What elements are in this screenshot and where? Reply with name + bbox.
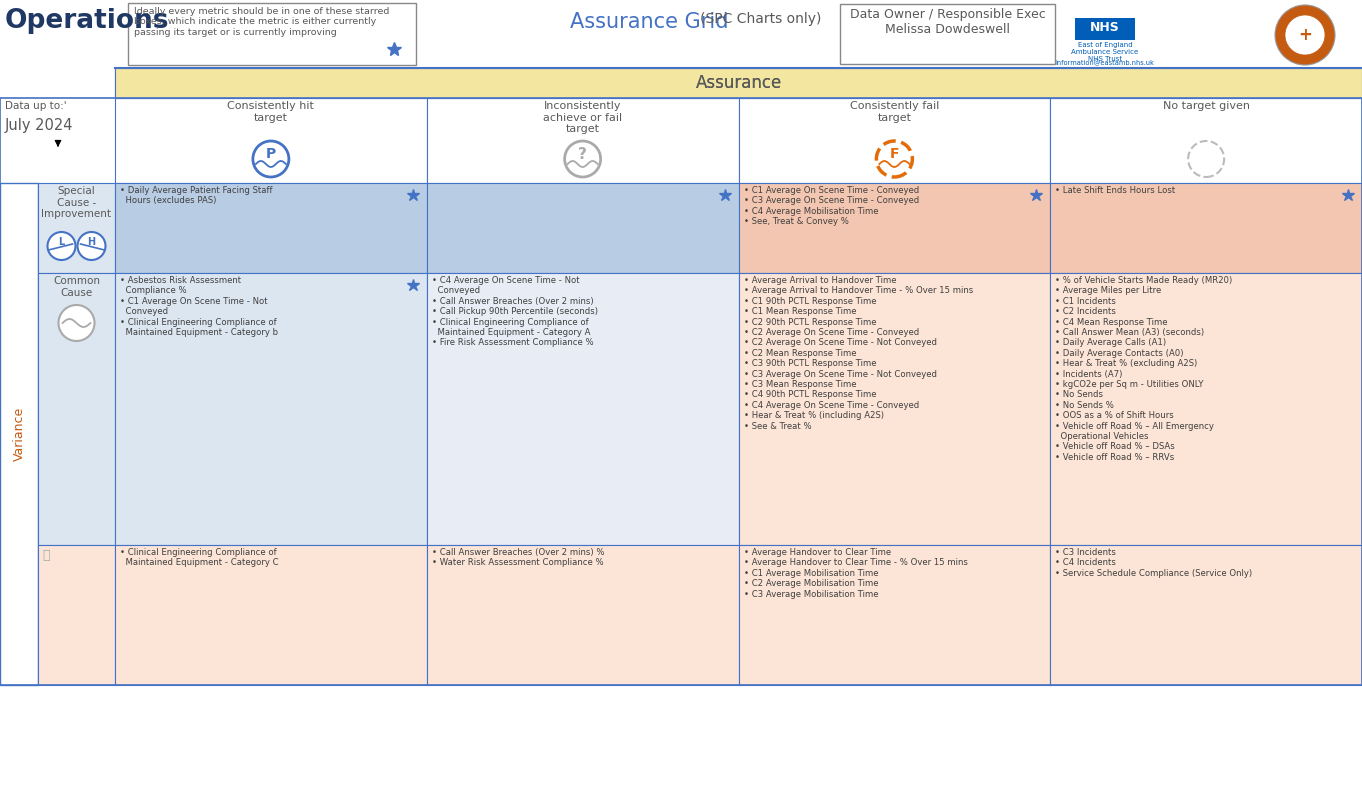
Bar [0,0,1362,68]
Text: Consistently fail
target: Consistently fail target [850,101,938,123]
Text: • Asbestos Risk Assessment
  Compliance %
• C1 Average On Scene Time - Not
  Con: • Asbestos Risk Assessment Compliance % … [120,276,278,337]
Text: Data Owner / Responsible Exec
Melissa Dowdeswell: Data Owner / Responsible Exec Melissa Do… [850,8,1046,36]
Text: • Average Handover to Clear Time
• Average Handover to Clear Time - % Over 15 mi: • Average Handover to Clear Time • Avera… [744,548,967,599]
Bar [426,183,738,273]
Circle shape [253,141,289,177]
Text: • Daily Average Patient Facing Staff
  Hours (excludes PAS): • Daily Average Patient Facing Staff Hou… [120,186,272,206]
Bar [114,68,1362,98]
Bar [738,273,1050,545]
Bar [128,3,415,65]
Text: Consistently hit
target: Consistently hit target [227,101,315,123]
Bar [840,4,1056,64]
Bar [426,545,738,685]
Bar [114,545,426,685]
Text: Special
Cause -
Improvement: Special Cause - Improvement [41,186,112,219]
Text: Assurance Grid: Assurance Grid [571,12,735,32]
Text: • Call Answer Breaches (Over 2 mins) %
• Water Risk Assessment Compliance %: • Call Answer Breaches (Over 2 mins) % •… [432,548,605,567]
Bar [38,183,114,273]
Text: (SPC Charts only): (SPC Charts only) [700,12,821,26]
Text: +: + [1298,26,1312,44]
Text: • C3 Incidents
• C4 Incidents
• Service Schedule Compliance (Service Only): • C3 Incidents • C4 Incidents • Service … [1056,548,1253,578]
Bar [0,98,1362,685]
Circle shape [1188,141,1224,177]
Text: • Late Shift Ends Hours Lost: • Late Shift Ends Hours Lost [1056,186,1175,195]
Bar [0,183,38,685]
Text: Assurance: Assurance [696,74,782,92]
Circle shape [1275,5,1335,65]
Circle shape [1284,15,1325,55]
Bar [1050,98,1362,183]
Circle shape [59,305,94,341]
Text: Ideally every metric should be in one of these starred
boxes, which indicate the: Ideally every metric should be in one of… [133,7,390,37]
Text: NHS: NHS [1090,21,1120,33]
Text: • C4 Average On Scene Time - Not
  Conveyed
• Call Answer Breaches (Over 2 mins): • C4 Average On Scene Time - Not Conveye… [432,276,598,347]
Text: • Average Arrival to Handover Time
• Average Arrival to Handover Time - % Over 1: • Average Arrival to Handover Time • Ave… [744,276,972,430]
Text: No target given: No target given [1163,101,1249,111]
Bar [114,183,426,273]
Bar [38,273,114,545]
Text: F: F [889,147,899,161]
Text: ?: ? [579,147,587,162]
Text: Data up to:': Data up to:' [5,101,67,111]
Text: 🖼: 🖼 [42,549,49,562]
Text: • C1 Average On Scene Time - Conveyed
• C3 Average On Scene Time - Conveyed
• C4: • C1 Average On Scene Time - Conveyed • … [744,186,919,226]
Text: Variance: Variance [12,407,26,461]
Text: L: L [59,237,64,247]
Bar [426,273,738,545]
Bar [738,183,1050,273]
Text: • % of Vehicle Starts Made Ready (MR20)
• Average Miles per Litre
• C1 Incidents: • % of Vehicle Starts Made Ready (MR20) … [1056,276,1233,461]
Text: information@eastamb.nhs.uk: information@eastamb.nhs.uk [1056,60,1155,66]
Bar [1050,183,1362,273]
Bar [1050,273,1362,545]
Text: Assurance: Assurance [696,74,782,92]
Bar [114,273,426,545]
Text: H: H [87,237,95,247]
Text: July 2024: July 2024 [5,118,74,133]
Circle shape [565,141,601,177]
Bar [114,68,1362,98]
Bar [38,545,114,685]
Bar [1075,18,1135,40]
Bar [114,98,426,183]
Text: • Clinical Engineering Compliance of
  Maintained Equipment - Category C: • Clinical Engineering Compliance of Mai… [120,548,279,567]
Bar [738,98,1050,183]
Text: Inconsistently
achieve or fail
target: Inconsistently achieve or fail target [543,101,622,134]
Text: P: P [266,147,276,161]
Circle shape [876,141,913,177]
Bar [0,98,114,183]
Bar [426,98,738,183]
Circle shape [48,232,75,260]
Bar [1050,545,1362,685]
Text: East of England
Ambulance Service
NHS Trust: East of England Ambulance Service NHS Tr… [1072,42,1139,62]
Bar [0,68,1362,98]
Circle shape [78,232,105,260]
Text: Operations: Operations [5,8,169,34]
Bar [738,545,1050,685]
Text: Common
Cause: Common Cause [53,276,99,297]
